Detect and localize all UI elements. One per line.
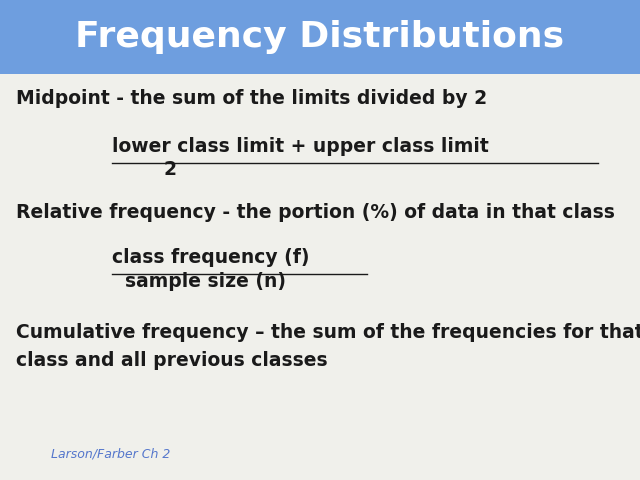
Text: class and all previous classes: class and all previous classes bbox=[16, 351, 328, 371]
Text: Midpoint - the sum of the limits divided by 2: Midpoint - the sum of the limits divided… bbox=[16, 89, 487, 108]
Text: sample size (n): sample size (n) bbox=[125, 272, 286, 291]
Text: class frequency (f): class frequency (f) bbox=[112, 248, 310, 267]
Text: Larson/Farber Ch 2: Larson/Farber Ch 2 bbox=[51, 447, 171, 460]
Text: lower class limit + upper class limit: lower class limit + upper class limit bbox=[112, 137, 489, 156]
Text: Frequency Distributions: Frequency Distributions bbox=[76, 20, 564, 54]
Bar bbox=[0, 0, 640, 74]
Text: Cumulative frequency – the sum of the frequencies for that: Cumulative frequency – the sum of the fr… bbox=[16, 323, 640, 342]
Text: Relative frequency - the portion (%) of data in that class: Relative frequency - the portion (%) of … bbox=[16, 203, 615, 222]
Text: 2: 2 bbox=[163, 160, 176, 179]
